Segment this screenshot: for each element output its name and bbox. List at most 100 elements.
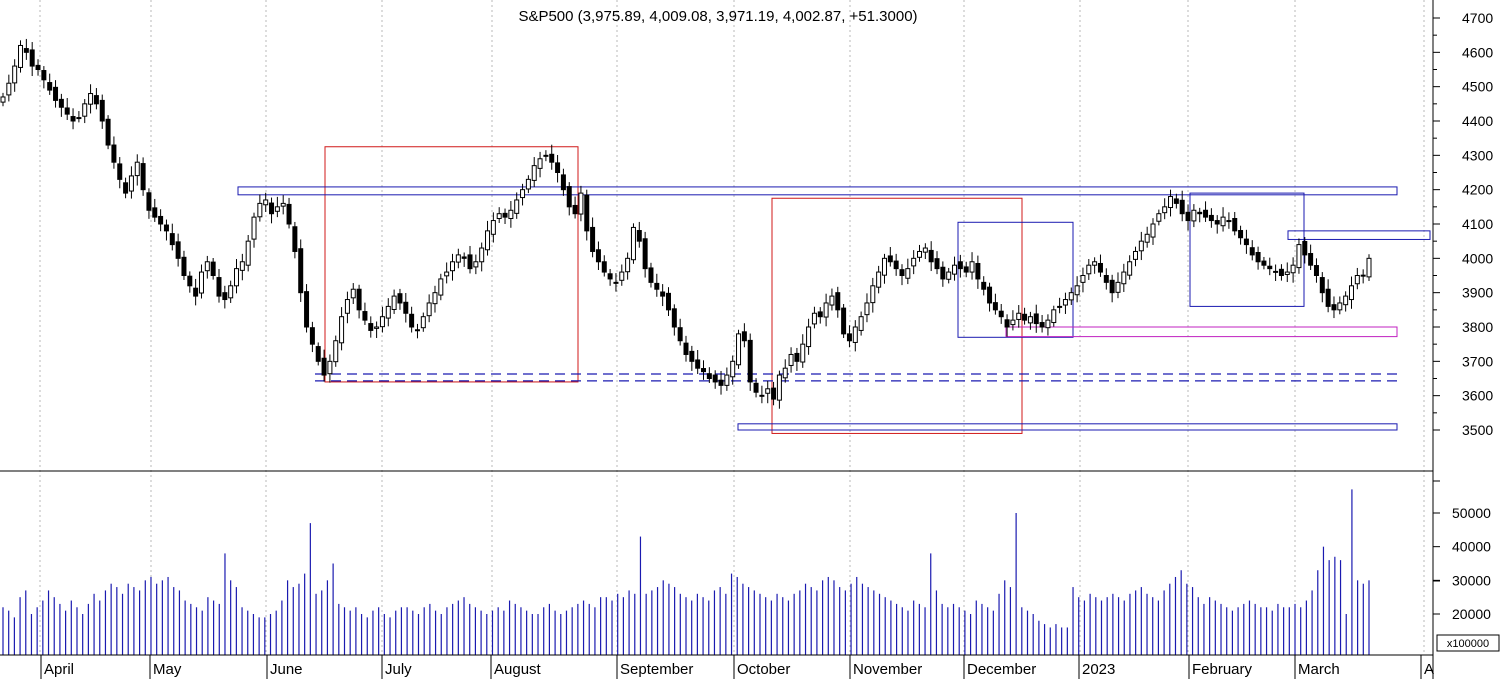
- price-axis: 3500 3600 3700 3800 3900 4000 4100 4200 4300 4400…: [1433, 10, 1493, 438]
- annotation-box: [737, 423, 1398, 431]
- candle-body: [1045, 319, 1051, 329]
- candle: [1074, 276, 1080, 303]
- candle: [374, 321, 380, 338]
- candle: [1255, 246, 1261, 270]
- candle: [1132, 246, 1138, 267]
- candle: [846, 325, 852, 348]
- candle: [1109, 274, 1115, 303]
- candle: [601, 255, 607, 277]
- candle: [204, 255, 210, 279]
- candle-body: [765, 388, 771, 394]
- candle: [665, 287, 671, 317]
- candle: [759, 385, 765, 404]
- candle: [975, 255, 981, 289]
- candle: [251, 212, 257, 248]
- candle-body: [216, 277, 222, 297]
- candle: [350, 283, 356, 304]
- candle-body: [344, 299, 350, 314]
- candle-body: [1348, 285, 1354, 301]
- candle: [298, 239, 304, 302]
- candle: [444, 262, 450, 284]
- candle-body: [1308, 253, 1314, 266]
- candle-body: [660, 291, 666, 297]
- candle: [321, 349, 327, 382]
- candle: [578, 185, 584, 222]
- candle-body: [123, 182, 129, 194]
- candle: [911, 250, 917, 275]
- candle-body: [1226, 220, 1232, 223]
- candle: [1185, 204, 1191, 231]
- candle-body: [671, 308, 677, 328]
- candle-body: [76, 117, 82, 120]
- candle: [473, 254, 479, 275]
- candle: [1354, 267, 1360, 290]
- candle-body: [105, 118, 111, 146]
- candle: [566, 182, 572, 216]
- candle: [683, 335, 689, 362]
- date-label: A: [1424, 661, 1434, 678]
- candle-body: [619, 271, 625, 281]
- candle: [163, 219, 169, 241]
- candle: [695, 350, 701, 375]
- candle-body: [946, 271, 952, 280]
- candle: [992, 293, 998, 315]
- candle-body: [53, 86, 59, 101]
- candle: [934, 251, 940, 275]
- candle-body: [811, 312, 817, 325]
- candle-body: [321, 357, 327, 376]
- candle: [736, 329, 742, 369]
- candle: [870, 277, 876, 313]
- candle-body: [1179, 199, 1185, 215]
- candle: [677, 318, 683, 346]
- candle: [216, 268, 222, 303]
- candle: [917, 244, 923, 262]
- candle-body: [887, 255, 893, 263]
- candle-body: [992, 302, 998, 311]
- candle-body: [578, 192, 584, 215]
- candle-body: [1168, 196, 1174, 209]
- volume-tick-label: 30000: [1452, 572, 1491, 588]
- candle-body: [490, 220, 496, 235]
- candle: [1325, 279, 1331, 313]
- candle: [257, 194, 263, 222]
- candle-body: [1243, 238, 1249, 246]
- candle-body: [496, 213, 502, 220]
- candle-body: [117, 163, 123, 180]
- candle-body: [1278, 268, 1284, 277]
- candle: [1168, 189, 1174, 217]
- candle-body: [374, 326, 380, 329]
- candle: [1267, 257, 1273, 276]
- candle-body: [1197, 211, 1203, 215]
- candle: [531, 157, 537, 187]
- annotation-box: [1287, 230, 1431, 240]
- candle-body: [1360, 274, 1366, 277]
- candle: [876, 265, 882, 294]
- candle-body: [93, 95, 99, 105]
- candle-body: [35, 64, 41, 70]
- volume-tick-label: 50000: [1452, 505, 1491, 521]
- volume-scale-label: x100000: [1447, 638, 1489, 650]
- candle-body: [724, 374, 730, 386]
- candle-body: [128, 175, 134, 192]
- candle: [1238, 225, 1244, 245]
- candle: [1313, 258, 1319, 283]
- candle: [782, 359, 788, 383]
- candle-body: [1203, 209, 1209, 218]
- candle-body: [362, 311, 368, 321]
- candle: [1022, 307, 1028, 325]
- candle-body: [88, 93, 94, 105]
- candle: [286, 197, 292, 229]
- candle: [327, 354, 333, 383]
- candle-body: [228, 285, 234, 299]
- candle: [858, 311, 864, 336]
- candle: [339, 307, 345, 351]
- candle: [584, 189, 590, 241]
- candle: [963, 261, 969, 278]
- candle: [537, 151, 543, 178]
- candle: [852, 320, 858, 352]
- candle-body: [426, 302, 432, 317]
- candle-body: [1092, 261, 1098, 266]
- candle-body: [198, 271, 204, 294]
- candle-body: [82, 103, 88, 117]
- candle-body: [829, 295, 835, 306]
